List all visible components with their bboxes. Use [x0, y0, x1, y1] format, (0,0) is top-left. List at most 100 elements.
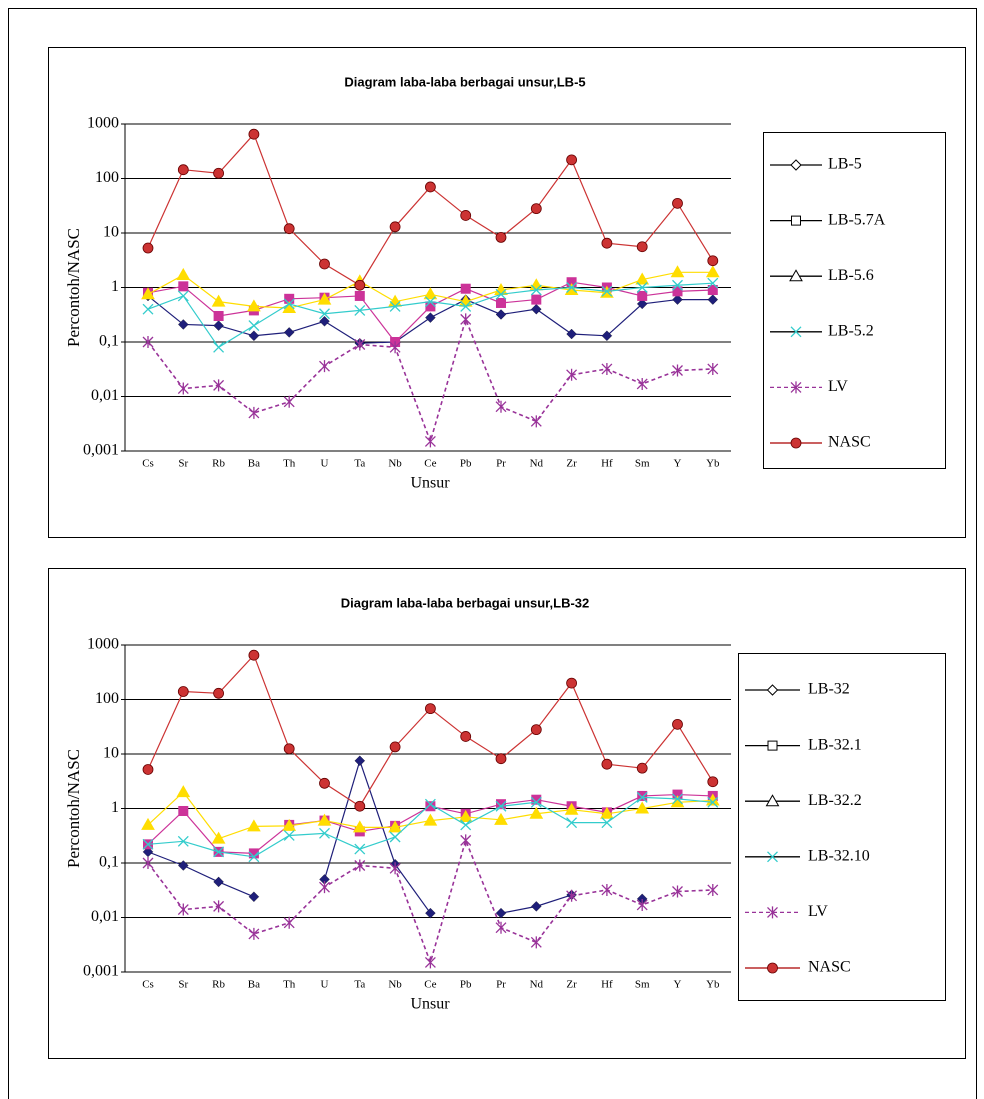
marker [141, 287, 155, 300]
y-tick-label: 100 [95, 690, 119, 707]
x-tick-label: Nd [530, 458, 544, 470]
marker [424, 703, 436, 715]
marker [178, 319, 189, 330]
marker [211, 831, 226, 844]
marker [178, 281, 189, 292]
marker [213, 167, 225, 179]
marker [248, 406, 260, 419]
marker [601, 883, 613, 896]
marker [707, 255, 719, 267]
x-tick-label: Zr [566, 458, 577, 470]
marker [495, 232, 507, 243]
marker [566, 282, 578, 293]
y-tick-label: 0,001 [83, 442, 119, 459]
marker [766, 684, 779, 696]
marker [247, 299, 261, 312]
marker [142, 857, 154, 869]
marker [319, 360, 330, 373]
marker [354, 859, 366, 872]
marker [530, 936, 542, 949]
x-tick-label: Y [674, 979, 682, 991]
marker [529, 806, 544, 819]
marker [530, 415, 542, 428]
marker [388, 820, 402, 833]
marker [248, 891, 260, 902]
x-tick-label: Sr [178, 979, 188, 991]
marker [248, 330, 260, 342]
marker [566, 889, 578, 902]
marker [530, 203, 542, 215]
marker [424, 956, 436, 969]
marker [389, 862, 401, 875]
y-tick-label: 0,1 [99, 333, 119, 350]
marker [283, 743, 295, 755]
marker [601, 285, 613, 297]
marker [319, 881, 330, 894]
marker [354, 755, 366, 767]
marker [705, 265, 720, 278]
marker [790, 326, 802, 338]
marker [389, 221, 401, 233]
marker [213, 320, 224, 331]
marker [672, 286, 683, 297]
marker [177, 164, 189, 176]
x-axis-label: Unsur [410, 996, 450, 1013]
marker [600, 806, 614, 819]
marker [707, 883, 719, 896]
y-axis-label: Percontoh/NASC [64, 749, 83, 868]
marker [531, 794, 542, 805]
marker [636, 282, 648, 293]
marker [283, 223, 295, 235]
y-axis-label: Percontoh/NASC [64, 228, 83, 347]
marker [247, 819, 261, 832]
legend-box [763, 132, 946, 469]
marker [354, 290, 365, 301]
legend-label: LB-32 [808, 681, 850, 698]
marker [458, 809, 473, 822]
marker [791, 215, 801, 226]
y-tick-label: 100 [95, 169, 119, 186]
marker [317, 813, 332, 826]
x-tick-label: Cs [142, 979, 154, 991]
marker [601, 362, 613, 375]
marker [636, 762, 648, 774]
marker [672, 364, 683, 377]
marker [530, 284, 542, 296]
marker [707, 284, 718, 295]
marker [283, 327, 295, 338]
y-tick-label: 1 [111, 799, 119, 816]
marker [142, 764, 154, 775]
marker [635, 272, 650, 285]
marker [177, 835, 189, 847]
marker [248, 927, 260, 940]
marker [495, 288, 507, 300]
marker [248, 851, 260, 863]
marker [672, 294, 683, 305]
marker [531, 303, 542, 315]
marker [789, 269, 803, 282]
marker [282, 818, 297, 831]
marker [389, 741, 401, 753]
marker [142, 838, 154, 850]
marker [352, 820, 367, 833]
marker [767, 851, 778, 863]
marker [424, 798, 436, 810]
y-tick-label: 1000 [87, 636, 119, 653]
marker [635, 801, 650, 814]
legend-label: NASC [828, 434, 871, 451]
marker [177, 382, 189, 395]
series-line [147, 654, 714, 808]
marker [566, 368, 578, 381]
marker [767, 962, 778, 974]
marker [176, 785, 191, 798]
legend-label: LB-32.2 [808, 792, 862, 809]
marker [601, 817, 613, 829]
marker [460, 283, 471, 294]
x-tick-label: Hf [601, 979, 613, 991]
y-tick-label: 0,01 [91, 908, 119, 925]
marker [424, 296, 436, 308]
marker [495, 800, 507, 812]
marker [460, 819, 472, 831]
series-line [147, 133, 714, 287]
